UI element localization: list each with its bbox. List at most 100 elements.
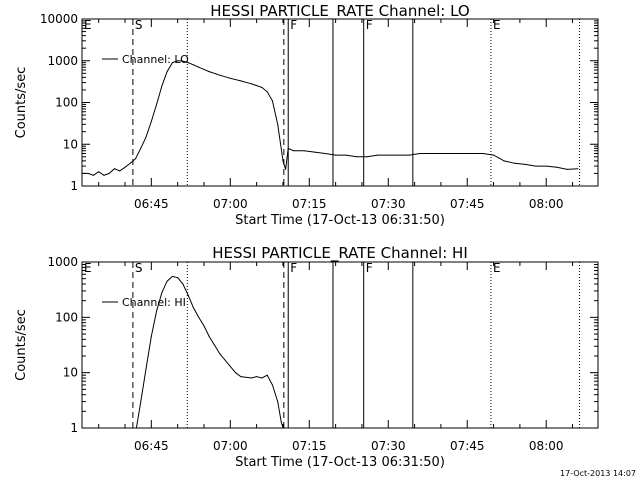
x-tick-label: 07:00: [213, 197, 248, 211]
legend-label: Channel: LO: [122, 53, 189, 66]
data-point: [208, 71, 210, 73]
data-point: [140, 147, 142, 149]
footer-timestamp: 17-Oct-2013 14:07: [560, 469, 636, 478]
data-point: [366, 156, 368, 158]
data-point: [398, 154, 400, 156]
x-tick-label: 07:45: [450, 197, 485, 211]
data-point: [345, 154, 347, 156]
data-point: [514, 162, 516, 164]
data-point: [219, 74, 221, 76]
data-point: [166, 71, 168, 73]
data-point: [535, 165, 537, 167]
x-tick-label: 07:15: [292, 197, 327, 211]
x-tick-label: 08:00: [529, 439, 564, 453]
data-point: [482, 153, 484, 154]
y-tick-label: 1: [70, 421, 78, 435]
legend-label: Channel: HI: [122, 296, 186, 309]
data-point: [277, 401, 279, 403]
data-point: [81, 172, 83, 174]
plot-frame: [81, 18, 599, 187]
data-point: [545, 165, 547, 167]
data-point: [266, 91, 268, 93]
data-point: [198, 66, 200, 68]
data-point: [261, 86, 263, 88]
y-axis-label: Counts/sec: [14, 309, 29, 381]
data-point: [461, 153, 463, 154]
x-tick-label: 08:00: [529, 197, 564, 211]
data-point: [256, 376, 258, 378]
data-point: [108, 172, 110, 174]
x-tick-label: 07:15: [292, 439, 327, 453]
x-tick-label: 07:45: [450, 439, 485, 453]
series-line-channel-lo: [82, 60, 578, 176]
x-tick-label: 07:30: [371, 197, 406, 211]
data-point: [314, 151, 316, 153]
data-point: [287, 147, 289, 149]
data-point: [280, 421, 282, 423]
chart-title: HESSI PARTICLE_RATE Channel: HI: [212, 244, 468, 263]
y-tick-label: 10000: [40, 12, 78, 26]
y-tick-label: 1: [70, 179, 78, 193]
data-point: [114, 168, 115, 170]
data-point: [229, 365, 231, 367]
data-point: [266, 374, 268, 376]
data-point: [135, 427, 137, 429]
y-tick-label: 100: [55, 96, 78, 110]
event-marker-label: E: [493, 18, 501, 32]
event-marker-label: F: [290, 261, 297, 275]
data-point: [150, 336, 152, 337]
data-point: [145, 136, 147, 138]
data-point: [250, 377, 252, 379]
data-point: [171, 275, 173, 277]
data-point: [177, 60, 179, 62]
data-point: [135, 158, 136, 160]
data-point: [577, 168, 579, 170]
chart-title: HESSI PARTICLE_RATE Channel: LO: [210, 2, 469, 21]
data-point: [145, 367, 147, 369]
data-point: [566, 168, 568, 170]
data-point: [271, 384, 273, 386]
y-tick-label: 10: [63, 137, 78, 151]
event-marker-label: E: [84, 261, 92, 275]
data-point: [429, 153, 431, 154]
data-point: [182, 60, 184, 62]
data-point: [119, 170, 121, 172]
data-point: [240, 376, 242, 378]
data-point: [440, 153, 442, 154]
data-point: [324, 153, 326, 154]
data-point: [129, 162, 131, 164]
y-tick-label: 10: [63, 366, 78, 380]
data-point: [524, 163, 526, 165]
data-point: [250, 83, 252, 85]
data-point: [156, 310, 158, 312]
data-point: [87, 172, 89, 174]
data-point: [503, 160, 505, 162]
data-point: [171, 62, 173, 64]
y-tick-label: 100: [55, 310, 78, 324]
data-point: [187, 62, 189, 64]
data-point: [235, 372, 237, 374]
x-tick-label: 06:45: [134, 197, 169, 211]
x-tick-label: 06:45: [134, 439, 169, 453]
event-marker-label: F: [290, 18, 297, 32]
data-point: [103, 174, 105, 176]
data-point: [166, 280, 168, 282]
data-point: [192, 64, 194, 66]
data-point: [203, 68, 205, 70]
data-point: [293, 150, 294, 152]
data-point: [277, 123, 279, 125]
data-point: [261, 377, 263, 379]
plot-frame: [81, 261, 599, 429]
data-point: [472, 153, 473, 154]
data-point: [282, 427, 284, 429]
data-point: [150, 121, 152, 122]
data-point: [198, 316, 200, 318]
data-point: [282, 160, 284, 162]
data-point: [124, 166, 126, 168]
data-point: [208, 336, 210, 337]
data-point: [285, 168, 287, 170]
data-point: [356, 156, 358, 158]
event-marker-label: F: [366, 261, 373, 275]
event-marker-label: E: [493, 261, 501, 275]
